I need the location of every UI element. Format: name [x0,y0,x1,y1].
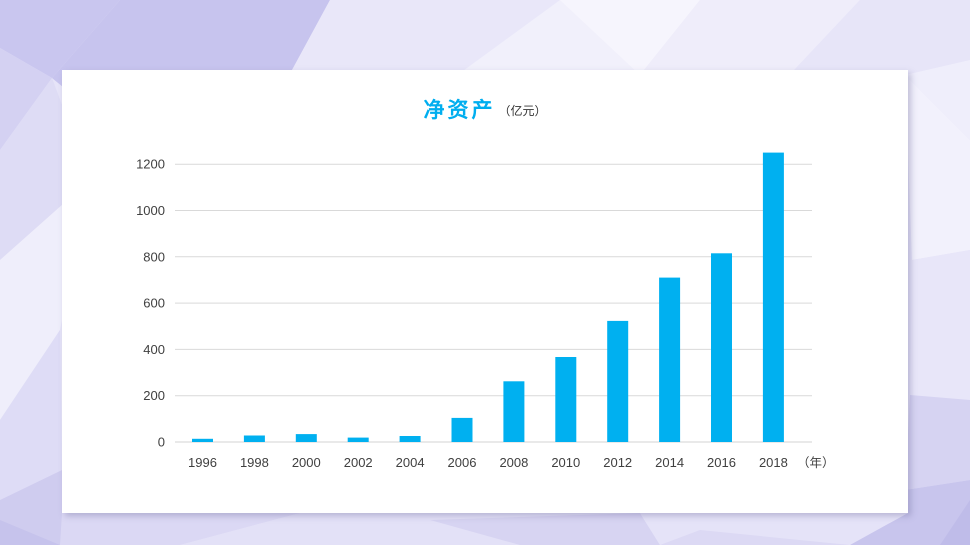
y-tick-label: 1200 [136,157,165,172]
chart-title: 净资产 （亿元） [62,94,908,124]
x-tick-label: 2010 [551,455,580,470]
x-tick-label: 2008 [499,455,528,470]
y-tick-label: 800 [143,249,165,264]
chart-unit-label: （亿元） [498,103,547,118]
bar-2018 [762,152,784,442]
chart-title-text: 净资产 [423,99,496,122]
bar-2000 [295,434,317,442]
bar-2006 [451,417,473,442]
x-tick-label: 2012 [603,455,632,470]
x-tick-label: 2002 [344,455,373,470]
y-tick-label: 200 [143,388,165,403]
x-tick-label: 2004 [396,455,425,470]
x-tick-label: 2000 [292,455,321,470]
bar-2012 [607,320,629,442]
bar-2008 [503,381,525,442]
bar-1998 [243,435,265,442]
x-tick-label: 1998 [240,455,269,470]
bar-2014 [659,277,681,442]
x-axis-unit-label: （年） [797,456,835,470]
y-tick-label: 400 [143,342,165,357]
bar-2002 [347,437,369,442]
y-tick-label: 600 [143,296,165,311]
bar-2010 [555,357,577,442]
x-tick-label: 2016 [707,455,736,470]
bar-2016 [711,253,732,442]
x-tick-label: 1996 [188,455,217,470]
y-tick-label: 0 [158,435,165,450]
x-tick-label: 2014 [655,455,684,470]
bar-1996 [192,438,213,442]
x-tick-label: 2018 [759,455,788,470]
y-tick-label: 1000 [136,203,165,218]
x-tick-label: 2006 [448,455,477,470]
bar-2004 [399,436,421,442]
bar-chart: 0 200 400 600 800 1000 1200 1996 1998 2000 2002 200… [136,152,835,470]
chart-card: 净资产 （亿元） 0 200 400 600 800 1000 1200 1996 1998 200… [62,70,908,513]
